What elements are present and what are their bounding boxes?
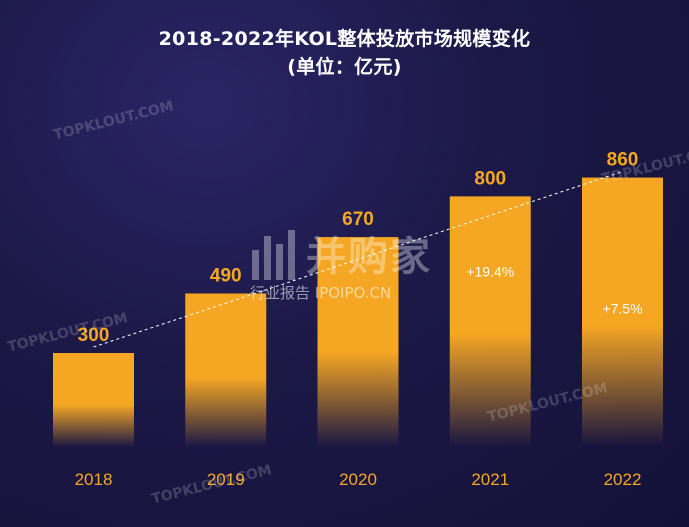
x-tick-label-2020: 2020 (339, 470, 377, 489)
bar-2018 (53, 353, 134, 447)
x-tick-label-2021: 2021 (471, 470, 509, 489)
value-label-2020: 670 (342, 209, 374, 230)
trend-line (93, 171, 623, 348)
x-tick-label-2018: 2018 (75, 470, 113, 489)
value-label-2019: 490 (210, 265, 242, 286)
chart-subtitle: (单位：亿元) (287, 56, 402, 78)
x-tick-label-2022: 2022 (604, 470, 642, 489)
value-label-2022: 860 (607, 150, 639, 171)
growth-annotation-2022: +7.5% (602, 301, 642, 317)
value-label-2021: 800 (474, 168, 506, 189)
bar-2019 (185, 293, 267, 447)
value-label-2018: 300 (78, 325, 110, 346)
chart-title: 2018-2022年KOL整体投放市场规模变化 (158, 28, 531, 50)
bar-2021 (449, 196, 531, 447)
x-tick-label-2019: 2019 (207, 470, 245, 489)
growth-annotation-2021: +19.4% (466, 263, 514, 279)
bar-2020 (317, 237, 399, 447)
bar-2022 (582, 177, 663, 447)
